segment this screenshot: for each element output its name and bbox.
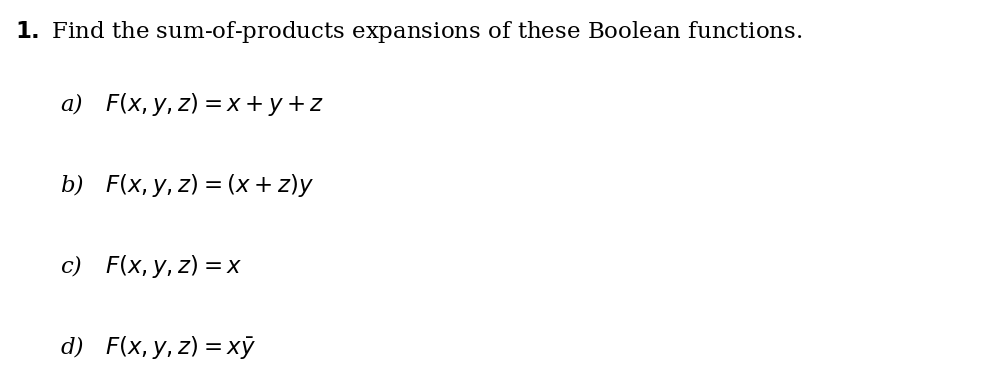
Text: $F(x, y, z) = x + y + z$: $F(x, y, z) = x + y + z$: [105, 91, 324, 118]
Text: c): c): [60, 256, 82, 277]
Text: $\mathbf{1.}$ Find the sum-of-products expansions of these Boolean functions.: $\mathbf{1.}$ Find the sum-of-products e…: [15, 19, 801, 45]
Text: $F(x, y, z) = x$: $F(x, y, z) = x$: [105, 253, 243, 280]
Text: $F(x, y, z) = (x + z)y$: $F(x, y, z) = (x + z)y$: [105, 172, 314, 199]
Text: a): a): [60, 93, 82, 115]
Text: b): b): [60, 174, 83, 196]
Text: $F(x, y, z) = x\bar{y}$: $F(x, y, z) = x\bar{y}$: [105, 334, 256, 361]
Text: d): d): [60, 337, 83, 358]
